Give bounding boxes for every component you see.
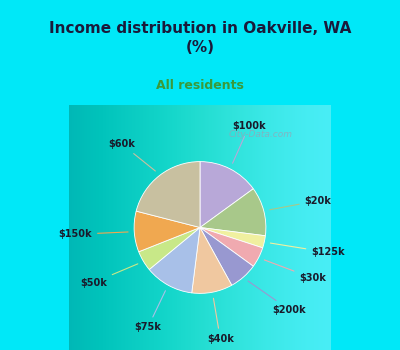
Text: $75k: $75k bbox=[134, 291, 166, 332]
Text: Income distribution in Oakville, WA
(%): Income distribution in Oakville, WA (%) bbox=[49, 21, 351, 55]
Wedge shape bbox=[139, 228, 200, 270]
Text: $125k: $125k bbox=[270, 243, 345, 257]
Wedge shape bbox=[200, 162, 253, 228]
Text: $20k: $20k bbox=[270, 196, 332, 210]
Wedge shape bbox=[200, 228, 265, 248]
Text: $30k: $30k bbox=[264, 260, 326, 283]
Text: $200k: $200k bbox=[248, 281, 306, 315]
Wedge shape bbox=[192, 228, 232, 293]
Text: $40k: $40k bbox=[207, 298, 234, 344]
Wedge shape bbox=[136, 162, 200, 228]
Text: $60k: $60k bbox=[108, 139, 155, 171]
Wedge shape bbox=[134, 211, 200, 252]
Text: $50k: $50k bbox=[80, 264, 138, 288]
Wedge shape bbox=[200, 228, 253, 285]
Wedge shape bbox=[200, 189, 266, 236]
Text: $150k: $150k bbox=[58, 229, 128, 239]
Wedge shape bbox=[149, 228, 200, 293]
Text: $100k: $100k bbox=[232, 121, 266, 163]
Wedge shape bbox=[200, 228, 263, 266]
Text: All residents: All residents bbox=[156, 79, 244, 92]
Text: City-Data.com: City-Data.com bbox=[228, 130, 292, 139]
